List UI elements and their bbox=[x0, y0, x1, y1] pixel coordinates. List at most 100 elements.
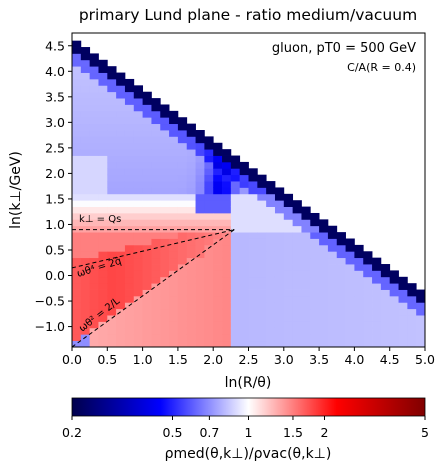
heatmap-cell-164 bbox=[98, 193, 108, 201]
heatmap-cell-560 bbox=[186, 251, 196, 259]
heatmap-cell-926 bbox=[301, 321, 311, 329]
heatmap-cell-488 bbox=[169, 244, 179, 252]
heatmap-cell-238 bbox=[116, 289, 126, 297]
heatmap-cell-1044 bbox=[354, 315, 364, 322]
heatmap-cell-302 bbox=[124, 155, 135, 163]
heatmap-cell-1139 bbox=[416, 289, 425, 297]
heatmap-cell-797 bbox=[248, 168, 258, 176]
heatmap-cell-1003 bbox=[327, 232, 338, 239]
heatmap-cell-482 bbox=[169, 283, 179, 290]
heatmap-cell-1016 bbox=[336, 270, 346, 278]
heatmap-cell-259 bbox=[116, 155, 126, 163]
heatmap-cell-462 bbox=[160, 168, 170, 176]
heatmap-cell-272 bbox=[116, 72, 126, 80]
heatmap-cell-951 bbox=[310, 302, 320, 310]
heatmap-cell-903 bbox=[292, 321, 302, 329]
heatmap-cell-366 bbox=[142, 276, 152, 284]
heatmap-cell-956 bbox=[310, 270, 320, 278]
heatmap-cell-435 bbox=[160, 340, 170, 347]
heatmap-cell-807 bbox=[257, 283, 267, 290]
heatmap-cell-293 bbox=[124, 212, 135, 220]
heatmap-cell-79 bbox=[80, 142, 91, 150]
heatmap-cell-423 bbox=[151, 168, 161, 176]
heatmap-cell-1118 bbox=[398, 289, 408, 297]
heatmap-cell-906 bbox=[292, 302, 302, 310]
heatmap-cell-525 bbox=[177, 244, 188, 252]
heatmap-cell-726 bbox=[230, 244, 241, 252]
heatmap-cell-914 bbox=[292, 251, 302, 259]
heatmap-cell-342 bbox=[133, 168, 144, 176]
heatmap-cell-657 bbox=[213, 283, 223, 290]
heatmap-cell-783 bbox=[248, 257, 258, 265]
heatmap-cell-682 bbox=[222, 327, 232, 335]
heatmap-cell-569 bbox=[186, 193, 196, 201]
heatmap-cell-325 bbox=[133, 276, 144, 284]
heatmap-cell-541 bbox=[177, 142, 188, 150]
heatmap-cell-1107 bbox=[389, 283, 399, 290]
heatmap-cell-809 bbox=[257, 270, 267, 278]
heatmap-cell-982 bbox=[319, 238, 329, 246]
heatmap-cell-1005 bbox=[336, 340, 346, 347]
heatmap-cell-957 bbox=[310, 264, 320, 271]
heatmap-cell-880 bbox=[283, 315, 294, 322]
heatmap-cell-855 bbox=[274, 315, 285, 322]
heatmap-cell-355 bbox=[133, 85, 144, 93]
heatmap-cell-292 bbox=[124, 219, 135, 227]
heatmap-cell-823 bbox=[257, 181, 267, 188]
heatmap-cell-294 bbox=[124, 206, 135, 214]
heatmap-cell-1040 bbox=[354, 340, 364, 347]
heatmap-cell-921 bbox=[292, 206, 302, 214]
heatmap-cell-230 bbox=[116, 340, 126, 347]
heatmap-cell-372 bbox=[142, 238, 152, 246]
heatmap-cell-57 bbox=[80, 283, 91, 290]
heatmap-cell-66 bbox=[80, 225, 91, 233]
heatmap-cell-5 bbox=[72, 308, 82, 316]
heatmap-cell-933 bbox=[301, 276, 311, 284]
heatmap-cell-345 bbox=[133, 149, 144, 156]
heatmap-cell-686 bbox=[222, 302, 232, 310]
heatmap-cell-540 bbox=[177, 149, 188, 156]
heatmap-cell-1101 bbox=[389, 321, 399, 329]
heatmap-cell-7 bbox=[72, 295, 82, 303]
heatmap-cell-124 bbox=[89, 155, 99, 163]
heatmap-cell-334 bbox=[133, 219, 144, 227]
heatmap-cell-457 bbox=[160, 200, 170, 207]
heatmap-cell-232 bbox=[116, 327, 126, 335]
heatmap-cell-265 bbox=[116, 117, 126, 125]
heatmap-cell-925 bbox=[301, 327, 311, 335]
heatmap-cell-389 bbox=[142, 130, 152, 137]
heatmap-cell-1008 bbox=[336, 321, 346, 329]
heatmap-cell-870 bbox=[274, 219, 285, 227]
heatmap-cell-486 bbox=[169, 257, 179, 265]
heatmap-cell-775 bbox=[248, 308, 258, 316]
heatmap-cell-53 bbox=[80, 308, 91, 316]
heatmap-cell-494 bbox=[169, 206, 179, 214]
heatmap-cell-96 bbox=[89, 334, 99, 342]
x-tick-label: 4.5 bbox=[380, 352, 400, 367]
heatmap-cell-193 bbox=[107, 295, 117, 303]
x-tick-label: 3.5 bbox=[309, 352, 329, 367]
heatmap-cell-618 bbox=[204, 321, 214, 329]
heatmap-cell-48 bbox=[80, 340, 91, 347]
heatmap-cell-690 bbox=[222, 276, 232, 284]
heatmap-cell-419 bbox=[151, 193, 161, 201]
heatmap-cell-781 bbox=[248, 270, 258, 278]
heatmap-cell-27 bbox=[72, 168, 82, 176]
heatmap-cell-267 bbox=[116, 104, 126, 112]
heatmap-cell-711 bbox=[230, 340, 241, 347]
heatmap-cell-326 bbox=[133, 270, 144, 278]
heatmap-cell-191 bbox=[107, 308, 117, 316]
heatmap-cell-377 bbox=[142, 206, 152, 214]
heatmap-cell-576 bbox=[186, 149, 196, 156]
heatmap-cell-929 bbox=[301, 302, 311, 310]
heatmap-cell-42 bbox=[72, 72, 82, 80]
heatmap-cell-45 bbox=[72, 53, 82, 61]
colorbar-tick-label: 0.5 bbox=[163, 425, 183, 440]
heatmap-cell-1103 bbox=[389, 308, 399, 316]
heatmap-cell-964 bbox=[310, 219, 320, 227]
heatmap-cell-1048 bbox=[354, 289, 364, 297]
heatmap-cell-158 bbox=[98, 232, 108, 239]
heatmap-cell-963 bbox=[310, 225, 320, 233]
heatmap-cell-786 bbox=[248, 238, 258, 246]
heatmap-cell-773 bbox=[248, 321, 258, 329]
